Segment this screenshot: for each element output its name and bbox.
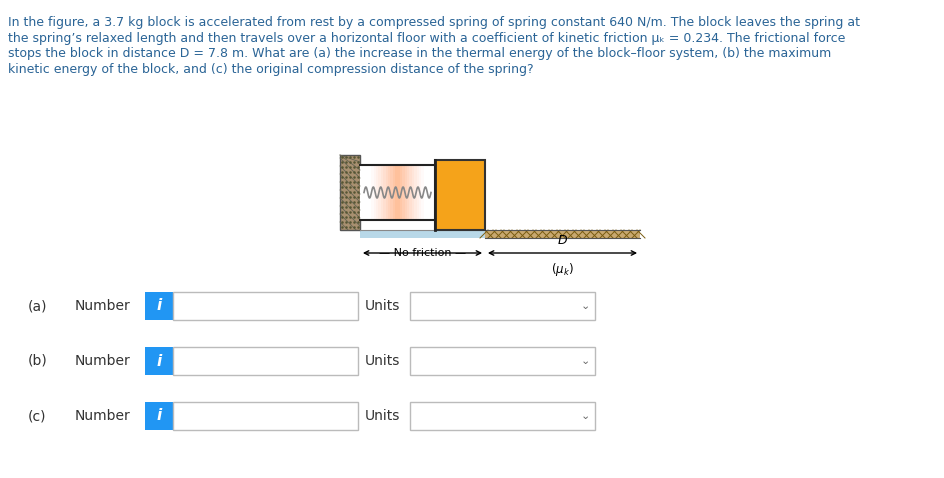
Text: — No friction —: — No friction — (379, 248, 465, 258)
Text: Number: Number (75, 354, 130, 368)
Bar (360, 230, 484, 238)
Bar (144, 292, 173, 320)
Bar (173, 292, 358, 320)
Text: $D$: $D$ (556, 234, 567, 247)
Bar (382, 165, 412, 220)
Text: stops the block in distance D = 7.8 m. What are (a) the increase in the thermal : stops the block in distance D = 7.8 m. W… (8, 47, 831, 60)
Text: (c): (c) (28, 409, 46, 423)
Bar (340, 155, 360, 230)
Text: (b): (b) (28, 354, 48, 368)
Bar (410, 292, 595, 320)
Text: i: i (156, 354, 161, 369)
Bar (410, 347, 595, 375)
Bar (393, 165, 402, 220)
Bar (390, 165, 404, 220)
Bar (371, 165, 423, 220)
Text: i: i (156, 298, 161, 314)
Bar (144, 347, 173, 375)
Text: ⌄: ⌄ (580, 301, 589, 311)
Bar (360, 165, 434, 220)
Text: kinetic energy of the block, and (c) the original compression distance of the sp: kinetic energy of the block, and (c) the… (8, 63, 533, 76)
Text: (a): (a) (28, 299, 47, 313)
Text: Units: Units (364, 299, 400, 313)
Text: the spring’s relaxed length and then travels over a horizontal floor with a coef: the spring’s relaxed length and then tra… (8, 32, 845, 44)
Bar (376, 165, 418, 220)
Text: Units: Units (364, 409, 400, 423)
Text: Units: Units (364, 354, 400, 368)
Text: Number: Number (75, 409, 130, 423)
Bar (410, 402, 595, 430)
Bar (173, 402, 358, 430)
Text: i: i (156, 409, 161, 424)
Bar (385, 165, 409, 220)
Bar (388, 165, 407, 220)
Bar (380, 165, 413, 220)
Text: $(\mu_k)$: $(\mu_k)$ (550, 261, 573, 278)
Text: ⌄: ⌄ (580, 411, 589, 421)
Bar (434, 160, 484, 230)
Text: In the figure, a 3.7 kg block is accelerated from rest by a compressed spring of: In the figure, a 3.7 kg block is acceler… (8, 16, 859, 29)
Bar (378, 165, 416, 220)
Bar (395, 165, 399, 220)
Bar (484, 230, 639, 238)
Bar (173, 347, 358, 375)
Text: ⌄: ⌄ (580, 356, 589, 366)
Bar (373, 165, 421, 220)
Text: Number: Number (75, 299, 130, 313)
Bar (144, 402, 173, 430)
